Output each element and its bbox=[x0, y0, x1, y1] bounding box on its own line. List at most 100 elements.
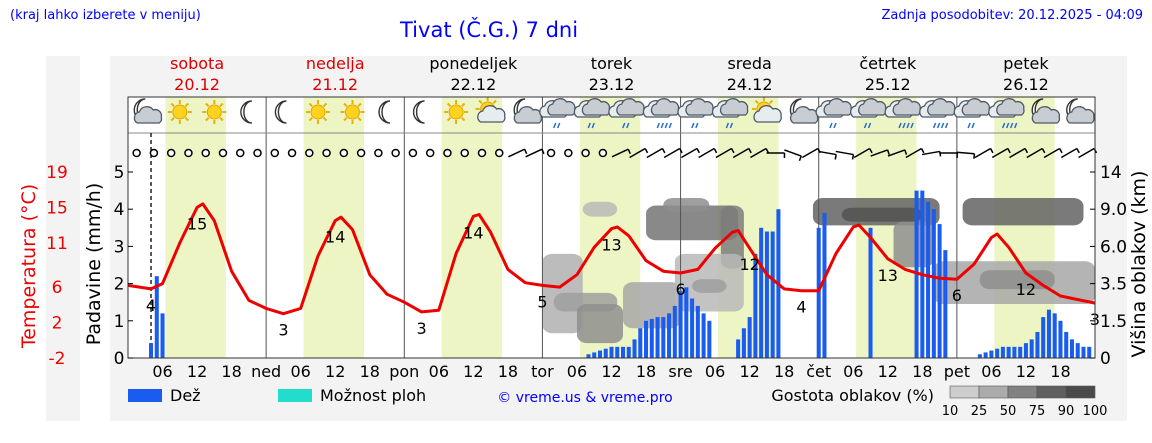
cloud-height-tick: 9.0 bbox=[1100, 200, 1127, 220]
rain-bar bbox=[753, 253, 758, 358]
rain-drop bbox=[660, 122, 664, 129]
sun-disc bbox=[310, 104, 326, 120]
wind-calm-icon bbox=[408, 148, 418, 158]
rain-bar bbox=[626, 346, 631, 358]
density-step-label: 90 bbox=[1058, 404, 1075, 419]
rain-drop bbox=[656, 122, 660, 129]
location-hint-link[interactable]: (kraj lahko izberete v meniju) bbox=[10, 8, 201, 23]
rain-bar bbox=[1035, 331, 1040, 358]
density-swatch bbox=[1036, 385, 1067, 399]
x-tick: pon bbox=[389, 362, 419, 381]
wind-barb-icon bbox=[508, 148, 526, 158]
moon-cloud-icon bbox=[133, 98, 163, 124]
wind-calm-icon bbox=[166, 148, 176, 158]
wind-barb-icon bbox=[681, 147, 698, 159]
wind-barb-flag bbox=[541, 148, 545, 155]
rain-bar bbox=[1046, 309, 1051, 358]
rain-drop bbox=[1013, 122, 1018, 129]
cloud-layer bbox=[692, 279, 727, 293]
sun-ray bbox=[205, 102, 210, 108]
rain-bar bbox=[695, 305, 700, 358]
daylight-band bbox=[303, 97, 364, 358]
daylight-band bbox=[994, 97, 1055, 358]
daylight-band bbox=[441, 97, 503, 358]
x-tick: 12 bbox=[187, 362, 207, 381]
x-tick: 06 bbox=[843, 362, 863, 381]
cloud-shape bbox=[1066, 106, 1095, 124]
day-date: 25.12 bbox=[865, 75, 911, 94]
wind-barb-icon bbox=[835, 150, 854, 156]
cloud-heavy-rain-icon bbox=[919, 98, 956, 129]
temperature-label: 3 bbox=[416, 319, 426, 338]
wind-calm-icon bbox=[477, 148, 487, 158]
sun-icon bbox=[340, 100, 365, 124]
wind-barb-flag bbox=[523, 148, 528, 155]
precip-tick: 0 bbox=[114, 349, 125, 369]
sun-cloud-icon bbox=[475, 97, 506, 123]
wind-barb-icon bbox=[646, 147, 663, 159]
rain-bar bbox=[1012, 346, 1017, 358]
plot-frame bbox=[127, 96, 1096, 359]
cloud-shape bbox=[753, 105, 782, 123]
density-step-label: 75 bbox=[1029, 404, 1046, 419]
x-tick: 12 bbox=[739, 362, 759, 381]
wind-calm-icon bbox=[443, 148, 452, 158]
rain-bar bbox=[1023, 343, 1028, 358]
precip-tick: 3 bbox=[114, 237, 125, 257]
cloud-layer bbox=[582, 201, 618, 217]
wind-barb-flag bbox=[661, 148, 666, 154]
wind-barb-icon bbox=[991, 147, 1009, 159]
rain-bar bbox=[678, 291, 683, 358]
cloud-height-tick: 3.5 bbox=[1100, 275, 1127, 295]
wind-barb-flag bbox=[644, 148, 649, 154]
rain-bar bbox=[995, 348, 1000, 358]
wind-calm-icon bbox=[546, 148, 556, 158]
day-name: torek bbox=[591, 54, 633, 73]
cloud-shape bbox=[996, 98, 1025, 116]
day-date: 26.12 bbox=[1003, 75, 1049, 94]
moon-shape bbox=[240, 100, 252, 124]
sun-ray bbox=[754, 99, 759, 105]
rain-bar bbox=[160, 313, 165, 358]
rain-drop bbox=[940, 122, 945, 129]
rain-bar bbox=[764, 231, 769, 358]
rain-bar bbox=[603, 348, 608, 358]
rain-bar bbox=[1018, 346, 1023, 358]
temperature-label: 5 bbox=[537, 292, 547, 311]
left-margin-panel bbox=[46, 56, 80, 421]
wind-barb-icon bbox=[1009, 147, 1026, 159]
rain-bar bbox=[672, 305, 677, 358]
cloud-shape bbox=[1031, 106, 1061, 124]
temperature-label: 6 bbox=[952, 286, 962, 305]
rain-drop bbox=[936, 122, 941, 129]
x-tick: 06 bbox=[705, 362, 725, 381]
day-name: petek bbox=[1003, 54, 1049, 73]
wind-calm-icon bbox=[201, 148, 210, 158]
legend-density-label: Gostota oblakov (%) bbox=[771, 386, 934, 405]
cloud-rain-icon bbox=[539, 98, 576, 129]
day-name: četrtek bbox=[859, 54, 917, 73]
rain-bar bbox=[1087, 346, 1092, 358]
cloud-height-tick: 14 bbox=[1100, 163, 1122, 183]
density-step-label: 10 bbox=[942, 404, 959, 419]
cloud-shape bbox=[133, 106, 163, 124]
wind-calm-icon bbox=[305, 148, 314, 158]
wind-barb-flag bbox=[851, 154, 855, 160]
rain-bar bbox=[644, 320, 649, 358]
legend-rain-label: Dež bbox=[170, 386, 201, 405]
sun-ray bbox=[170, 102, 175, 108]
wind-calm-icon bbox=[270, 148, 280, 158]
x-tick: 18 bbox=[912, 362, 932, 381]
rain-drop bbox=[691, 122, 695, 129]
rain-drop bbox=[591, 122, 595, 129]
x-tick: 18 bbox=[221, 362, 241, 381]
sun-ray bbox=[184, 116, 189, 122]
rain-bar bbox=[615, 346, 620, 358]
density-step-label: 25 bbox=[971, 404, 988, 419]
cloud-rain-icon bbox=[850, 98, 887, 129]
day-name: nedelja bbox=[306, 54, 365, 73]
rain-bar bbox=[154, 276, 159, 358]
x-tick: 06 bbox=[290, 362, 310, 381]
legend-storm-swatch bbox=[278, 389, 312, 402]
